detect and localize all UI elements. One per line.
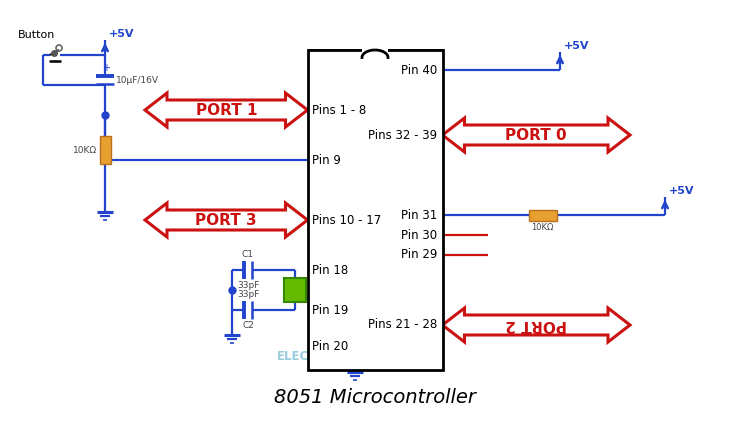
Text: Pin 31: Pin 31 bbox=[401, 209, 437, 221]
Text: HUB: HUB bbox=[376, 351, 404, 363]
Text: C2: C2 bbox=[242, 321, 254, 330]
Text: Pins 21 - 28: Pins 21 - 28 bbox=[368, 318, 437, 332]
Text: ELECTRONICS: ELECTRONICS bbox=[277, 351, 368, 363]
Text: 10KΩ: 10KΩ bbox=[532, 223, 554, 232]
Bar bbox=[284, 278, 306, 302]
Text: 33pF: 33pF bbox=[237, 290, 260, 299]
Text: +5V: +5V bbox=[564, 41, 590, 51]
Text: 8051 Microcontroller: 8051 Microcontroller bbox=[274, 388, 476, 407]
Text: Pin 9: Pin 9 bbox=[313, 153, 341, 167]
Text: 10μF/16V: 10μF/16V bbox=[116, 76, 159, 85]
Text: C1: C1 bbox=[242, 250, 254, 259]
Text: +: + bbox=[102, 63, 110, 73]
Text: Pin 18: Pin 18 bbox=[313, 264, 349, 277]
Text: Pin 29: Pin 29 bbox=[401, 249, 437, 261]
Text: Pin 19: Pin 19 bbox=[313, 303, 349, 317]
Text: Button: Button bbox=[18, 30, 56, 40]
Text: PORT 0: PORT 0 bbox=[506, 128, 567, 142]
Text: PORT 2: PORT 2 bbox=[506, 317, 567, 332]
Text: Pin 30: Pin 30 bbox=[401, 229, 437, 241]
Text: Pin 40: Pin 40 bbox=[401, 63, 437, 76]
Text: PORT 1: PORT 1 bbox=[196, 102, 257, 117]
Text: Pin 20: Pin 20 bbox=[313, 340, 349, 354]
Text: +5V: +5V bbox=[669, 186, 694, 196]
Text: Pins 32 - 39: Pins 32 - 39 bbox=[368, 128, 437, 142]
Text: Pins 10 - 17: Pins 10 - 17 bbox=[313, 213, 382, 227]
Bar bbox=[100, 136, 110, 164]
Bar bbox=[308, 50, 442, 370]
Text: PORT 3: PORT 3 bbox=[196, 212, 257, 227]
Text: 10KΩ: 10KΩ bbox=[74, 145, 98, 155]
Bar bbox=[362, 48, 388, 65]
Text: 11.0592MHz: 11.0592MHz bbox=[308, 280, 360, 289]
Text: +5V: +5V bbox=[109, 29, 134, 39]
Text: Pins 1 - 8: Pins 1 - 8 bbox=[313, 104, 367, 116]
Text: 33pF: 33pF bbox=[237, 281, 260, 290]
Bar bbox=[529, 210, 556, 221]
